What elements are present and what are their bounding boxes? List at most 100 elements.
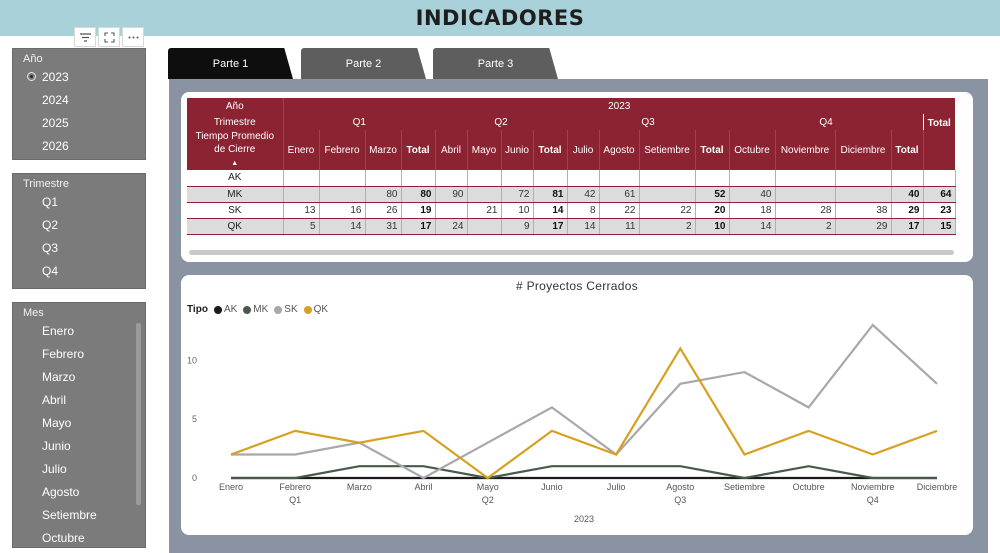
table-cell: 18 — [729, 202, 776, 219]
table-cell: 29 — [835, 218, 892, 235]
quarter-slicer-title: Trimestre — [23, 178, 70, 190]
quarter-option-q4[interactable]: Q4 — [42, 263, 59, 278]
year-option-label: 2026 — [42, 138, 69, 153]
table-cell: 52 — [695, 186, 730, 203]
tab-parte-1[interactable]: Parte 1 — [168, 48, 293, 79]
legend-dot-icon — [303, 305, 312, 314]
quarter-option-q3[interactable]: Q3 — [42, 240, 59, 255]
table-cell: 13 — [283, 202, 320, 219]
table-cell: 10 — [501, 202, 534, 219]
series-line-sk[interactable] — [231, 323, 938, 480]
table-cell: 26 — [365, 202, 402, 219]
legend-label: MK — [253, 304, 269, 315]
header-month: Setiembre — [639, 130, 696, 170]
y-tick-label: 0 — [192, 473, 197, 483]
legend-dot-icon — [213, 305, 222, 314]
row-label[interactable]: MK — [187, 186, 284, 203]
header-q2: Q2 — [435, 114, 567, 130]
x-tick-label: Julio — [607, 482, 626, 492]
header-q1: Q1 — [283, 114, 435, 130]
row-label[interactable]: SK — [187, 202, 284, 219]
table-row: QK 5 14 31 17 24 9 17 14 11 2 10 14 2 29 17 15 — [187, 218, 956, 235]
title-bar: INDICADORES — [0, 0, 1000, 36]
table-cell — [467, 218, 502, 235]
series-line-qk[interactable] — [230, 346, 938, 480]
table-cell: 14 — [729, 218, 776, 235]
month-option-marzo[interactable]: Marzo — [42, 369, 76, 384]
year-option-2025[interactable]: 2025 — [13, 111, 145, 134]
table-cell — [729, 170, 776, 187]
x-tick-label: Marzo — [347, 482, 372, 492]
quarter-slicer: Trimestre Q1 Q2 Q3 Q4 — [12, 173, 146, 289]
legend-item-mk[interactable]: MK — [243, 304, 268, 315]
header-ano: Año — [187, 98, 284, 114]
month-option-julio[interactable]: Julio — [42, 461, 67, 476]
table-cell: 64 — [923, 186, 956, 203]
table-cell: 2 — [639, 218, 696, 235]
legend-dot-icon — [274, 305, 283, 314]
tab-parte-2[interactable]: Parte 2 — [301, 48, 426, 79]
header-month: Agosto — [599, 130, 640, 170]
table-cell — [891, 170, 924, 187]
legend-item-qk[interactable]: QK — [303, 304, 328, 315]
month-slicer-title: Mes — [23, 307, 44, 319]
month-option-febrero[interactable]: Febrero — [42, 346, 85, 361]
sort-ascending-icon[interactable]: ▲ — [231, 160, 239, 167]
table-cell — [775, 186, 836, 203]
more-options-icon[interactable] — [122, 27, 144, 47]
table-cell — [835, 170, 892, 187]
header-q4: Q4 — [729, 114, 923, 130]
tab-parte-3[interactable]: Parte 3 — [433, 48, 558, 79]
focus-mode-icon[interactable] — [98, 27, 120, 47]
x-tick-label: Mayo — [477, 482, 499, 492]
line-chart[interactable]: 0 5 10 Enero Febrero Marzo Abril Mayo Junio Julio… — [181, 275, 973, 535]
table-cell: 38 — [835, 202, 892, 219]
table-cell: 16 — [319, 202, 366, 219]
header-month: Mayo — [467, 130, 502, 170]
table-cell: 80 — [365, 186, 402, 203]
table-cell — [319, 170, 366, 187]
header-grand-total: Total — [923, 114, 955, 170]
year-option-2024[interactable]: 2024 — [13, 88, 145, 111]
row-label[interactable]: AK — [187, 170, 284, 187]
year-option-2026[interactable]: 2026 — [13, 134, 145, 157]
table-cell: 22 — [599, 202, 640, 219]
series-line-mk[interactable] — [231, 465, 937, 480]
y-tick-label: 10 — [187, 355, 197, 365]
header-month: Octubre — [729, 130, 776, 170]
quarter-option-q2[interactable]: Q2 — [42, 217, 59, 232]
x-group-label: Q4 — [867, 495, 879, 505]
chart-title: # Proyectos Cerrados — [515, 279, 639, 293]
month-option-junio[interactable]: Junio — [42, 438, 71, 453]
legend-item-sk[interactable]: SK — [274, 304, 298, 315]
header-month: Julio — [567, 130, 600, 170]
year-option-label: 2025 — [42, 115, 69, 130]
x-year-label: 2023 — [574, 514, 594, 524]
x-group-label: Q2 — [482, 495, 494, 505]
month-option-mayo[interactable]: Mayo — [42, 415, 72, 430]
row-label[interactable]: QK — [187, 218, 284, 235]
header-measure-label: Tiempo Promedio de Cierre — [195, 131, 275, 155]
filter-icon[interactable] — [74, 27, 96, 47]
month-option-setiembre[interactable]: Setiembre — [42, 507, 97, 522]
month-option-agosto[interactable]: Agosto — [42, 484, 80, 499]
table-cell: 9 — [501, 218, 534, 235]
x-tick-label: Abril — [415, 482, 433, 492]
legend-item-ak[interactable]: AK — [213, 304, 237, 315]
month-option-abril[interactable]: Abril — [42, 392, 67, 407]
radio-icon — [27, 95, 36, 104]
table-cell — [533, 170, 568, 187]
table-cell — [467, 170, 502, 187]
month-option-octubre[interactable]: Octubre — [42, 530, 85, 545]
month-slicer: Mes Enero Febrero Marzo Abril Mayo Junio… — [12, 302, 146, 548]
header-total: Total — [695, 130, 730, 170]
month-option-enero[interactable]: Enero — [42, 323, 75, 338]
header-total: Total — [401, 130, 436, 170]
quarter-option-q1[interactable]: Q1 — [42, 194, 59, 209]
header-month: Noviembre — [775, 130, 836, 170]
month-slicer-scrollbar[interactable] — [136, 323, 141, 505]
header-measure[interactable]: Tiempo Promedio de Cierre ▲ — [187, 130, 284, 170]
matrix-horizontal-scrollbar[interactable] — [189, 250, 954, 255]
year-option-2023[interactable]: 2023 — [13, 65, 145, 88]
table-cell — [599, 170, 640, 187]
